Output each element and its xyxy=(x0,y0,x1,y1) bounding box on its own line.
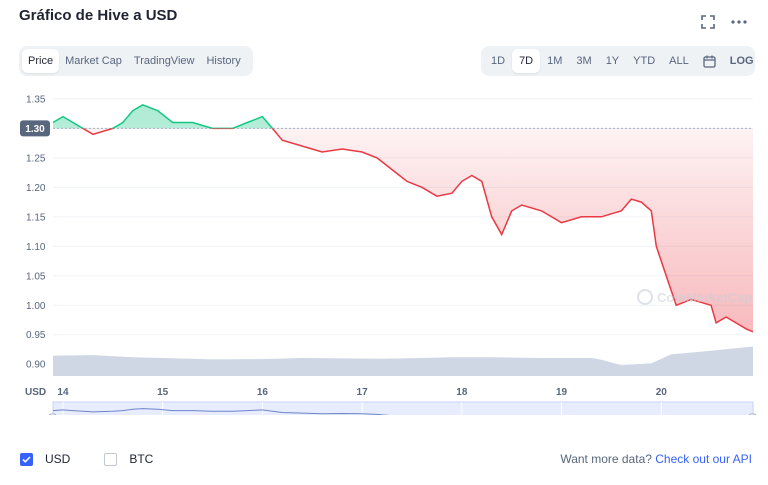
range-3m[interactable]: 3M xyxy=(576,55,592,67)
y-tick-1-35: 1.35 xyxy=(26,94,46,105)
range-all[interactable]: ALL xyxy=(669,55,689,67)
tab-market-cap[interactable]: Market Cap xyxy=(65,55,122,67)
x-tick-20: 20 xyxy=(656,387,668,398)
baseline-label: 1.30 xyxy=(25,124,45,135)
calendar-icon[interactable] xyxy=(696,49,723,73)
navigator-bg xyxy=(52,401,754,415)
chart-type-tabs: Price Market Cap TradingView History xyxy=(19,46,253,76)
api-promo: Want more data? Check out our API xyxy=(560,452,752,466)
api-link[interactable]: Check out our API xyxy=(655,452,752,466)
tab-history[interactable]: History xyxy=(206,55,241,67)
range-1m[interactable]: 1M xyxy=(547,55,563,67)
watermark-logo xyxy=(637,289,653,305)
log-label: LOG xyxy=(729,55,754,67)
range-ytd[interactable]: YTD xyxy=(633,55,656,67)
api-prefix: Want more data? xyxy=(560,452,652,466)
usd-checkbox[interactable] xyxy=(20,452,33,466)
y-tick-1-05: 1.05 xyxy=(26,271,46,282)
watermark-text: CoinMarketCap xyxy=(657,290,752,305)
x-tick-14: 14 xyxy=(57,387,69,398)
price-area-up xyxy=(53,104,273,129)
tab-price[interactable]: Price xyxy=(22,49,60,73)
volume-area xyxy=(53,346,753,376)
y-tick-1-25: 1.25 xyxy=(26,153,46,164)
price-line-up xyxy=(53,103,274,129)
price-area-down xyxy=(53,128,753,332)
range-1d[interactable]: 1D xyxy=(491,55,506,67)
y-tick-1-00: 1.00 xyxy=(26,301,46,312)
usd-label: USD xyxy=(45,452,71,466)
tab-tradingview[interactable]: TradingView xyxy=(133,55,195,67)
price-line-down xyxy=(81,128,753,333)
range-1y[interactable]: 1Y xyxy=(605,55,620,67)
y-tick-0-90: 0.90 xyxy=(26,360,46,371)
btc-checkbox[interactable] xyxy=(104,452,118,466)
x-tick-15: 15 xyxy=(157,387,169,398)
price-chart-svg: 1.35 1.30 1.25 1.20 1.15 1.10 1.05 1.00 0.95 0.90… xyxy=(20,94,757,415)
log-toggle[interactable]: LOG xyxy=(723,49,761,73)
price-chart[interactable]: 1.35 1.30 1.25 1.20 1.15 1.10 1.05 1.00 0.95 0.90… xyxy=(0,85,768,415)
baseline-badge xyxy=(20,120,50,137)
expand-icon[interactable] xyxy=(698,12,718,32)
y-tick-1-10: 1.10 xyxy=(26,242,46,253)
x-tick-16: 16 xyxy=(257,387,269,398)
more-dots-icon[interactable] xyxy=(729,12,749,32)
navigator-handle-left[interactable] xyxy=(48,413,57,415)
page-title: Gráfico de Hive a USD xyxy=(19,7,178,24)
x-tick-17: 17 xyxy=(357,387,369,398)
range-tabs: 1D 7D 1M 3M 1Y YTD ALL LOG xyxy=(481,46,755,76)
x-axis-currency: USD xyxy=(25,387,46,398)
y-tick-1-20: 1.20 xyxy=(26,183,46,194)
navigator-handle-right[interactable] xyxy=(748,413,757,415)
currency-toggles: USD BTC xyxy=(20,452,153,466)
navigator-line xyxy=(52,408,390,415)
btc-label: BTC xyxy=(129,452,154,466)
x-tick-19: 19 xyxy=(556,387,568,398)
y-tick-0-95: 0.95 xyxy=(26,330,46,341)
x-tick-18: 18 xyxy=(456,387,468,398)
range-7d[interactable]: 7D xyxy=(512,49,541,73)
y-tick-1-15: 1.15 xyxy=(26,212,46,223)
